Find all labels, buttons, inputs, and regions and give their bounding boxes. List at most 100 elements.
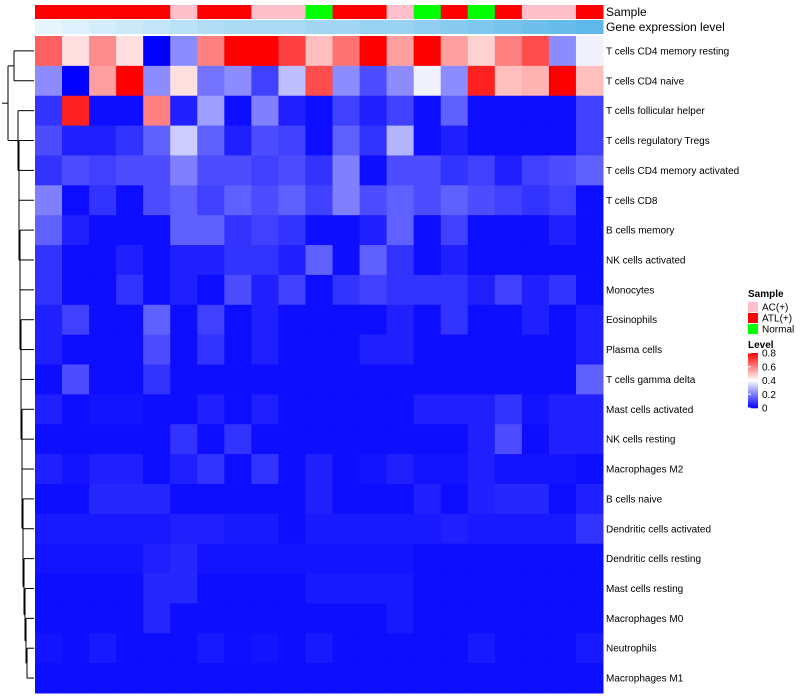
heatmap-cell	[440, 424, 469, 455]
heatmap-cell	[116, 663, 144, 694]
heatmap-cell	[305, 513, 334, 545]
sample-annotation-cell	[521, 5, 550, 19]
heatmap-cell	[359, 513, 388, 545]
heatmap-cell	[170, 215, 198, 246]
heatmap-cell	[170, 513, 198, 545]
gene-expression-cell	[62, 20, 90, 34]
heatmap-cell	[494, 245, 523, 276]
heatmap-cell	[386, 394, 415, 425]
heatmap-cell	[143, 245, 171, 276]
heatmap-cell	[116, 394, 144, 425]
heatmap-cell	[359, 483, 388, 515]
gene-expression-cell	[197, 20, 225, 34]
heatmap-cell	[62, 304, 90, 336]
heatmap-cell	[251, 274, 279, 306]
heatmap-cell	[386, 185, 415, 216]
heatmap-cell	[278, 245, 306, 276]
heatmap-cell	[251, 215, 279, 246]
colorbar-segment	[748, 406, 758, 409]
heatmap-cell	[305, 65, 334, 97]
heatmap-cell	[413, 185, 442, 216]
heatmap-cell	[359, 65, 388, 97]
heatmap-cell	[575, 274, 604, 306]
row-label: NK cells activated	[606, 255, 685, 266]
heatmap-cell	[386, 125, 415, 156]
heatmap-cell	[332, 513, 361, 545]
heatmap-cell	[332, 215, 361, 246]
heatmap-cell	[197, 36, 225, 67]
heatmap-cell	[305, 483, 334, 515]
heatmap-cell	[467, 394, 496, 425]
heatmap-cell	[143, 215, 171, 246]
heatmap-cell	[89, 543, 117, 575]
heatmap-cell	[359, 36, 388, 67]
heatmap-cells	[35, 36, 604, 694]
heatmap-cell	[467, 215, 496, 246]
heatmap-cell	[251, 663, 279, 694]
colorbar-segment	[748, 368, 758, 370]
heatmap-cell	[62, 364, 90, 395]
heatmap-cell	[440, 65, 469, 97]
gene-expression-cell	[494, 20, 523, 34]
heatmap-cell	[305, 185, 334, 216]
heatmap-cell	[278, 663, 306, 694]
heatmap-cell	[197, 543, 225, 575]
heatmap-cell	[575, 454, 604, 485]
heatmap-cell	[548, 274, 577, 306]
heatmap-cell	[386, 513, 415, 545]
heatmap-cell	[251, 513, 279, 545]
heatmap-cell	[386, 304, 415, 336]
row-label: T cells follicular helper	[606, 106, 705, 117]
heatmap-cell	[197, 364, 225, 395]
heatmap-cell	[251, 334, 279, 365]
heatmap-cell	[521, 334, 550, 365]
sample-annotation-cell	[413, 5, 442, 19]
colorbar-tick-label: 0.6	[762, 362, 776, 373]
heatmap-cell	[332, 125, 361, 156]
heatmap-cell	[89, 394, 117, 425]
colorbar-segment	[748, 392, 758, 395]
heatmap-cell	[35, 663, 63, 694]
heatmap-cell	[170, 483, 198, 515]
heatmap-cell	[548, 155, 577, 186]
heatmap-cell	[251, 245, 279, 276]
heatmap-cell	[143, 155, 171, 186]
heatmap-cell	[413, 573, 442, 604]
heatmap-cell	[575, 573, 604, 604]
heatmap-cell	[170, 663, 198, 694]
heatmap-cell	[224, 95, 252, 127]
gene-expression-cell	[413, 20, 442, 34]
heatmap-cell	[170, 633, 198, 664]
row-label: B cells naive	[606, 494, 663, 505]
heatmap-cell	[440, 36, 469, 67]
heatmap-cell	[278, 424, 306, 455]
colorbar-segment	[748, 366, 758, 369]
heatmap-cell	[143, 36, 171, 67]
heatmap-cell	[251, 573, 279, 604]
heatmap-cell	[170, 603, 198, 634]
heatmap-cell	[170, 125, 198, 156]
heatmap-cell	[548, 633, 577, 664]
heatmap-cell	[224, 274, 252, 306]
heatmap-cell	[332, 245, 361, 276]
heatmap-cell	[467, 125, 496, 156]
heatmap-cell	[521, 424, 550, 455]
heatmap-cell	[359, 155, 388, 186]
heatmap-cell	[62, 95, 90, 127]
colorbar-segment	[748, 379, 758, 381]
heatmap-cell	[332, 155, 361, 186]
row-label: Dendritic cells resting	[606, 554, 701, 565]
heatmap-cell	[170, 543, 198, 575]
colorbar-tick-label: 0.8	[762, 349, 776, 360]
heatmap-cell	[224, 663, 252, 694]
row-label: T cells CD8	[606, 196, 658, 207]
heatmap-cell	[197, 274, 225, 306]
heatmap-cell	[548, 483, 577, 515]
colorbar-segment	[748, 373, 758, 376]
heatmap-cell	[440, 663, 469, 694]
heatmap-cell	[440, 185, 469, 216]
sample-annotation-cell	[332, 5, 361, 19]
gene-expression-cell	[467, 20, 496, 34]
heatmap-cell	[521, 454, 550, 485]
heatmap-cell	[224, 245, 252, 276]
